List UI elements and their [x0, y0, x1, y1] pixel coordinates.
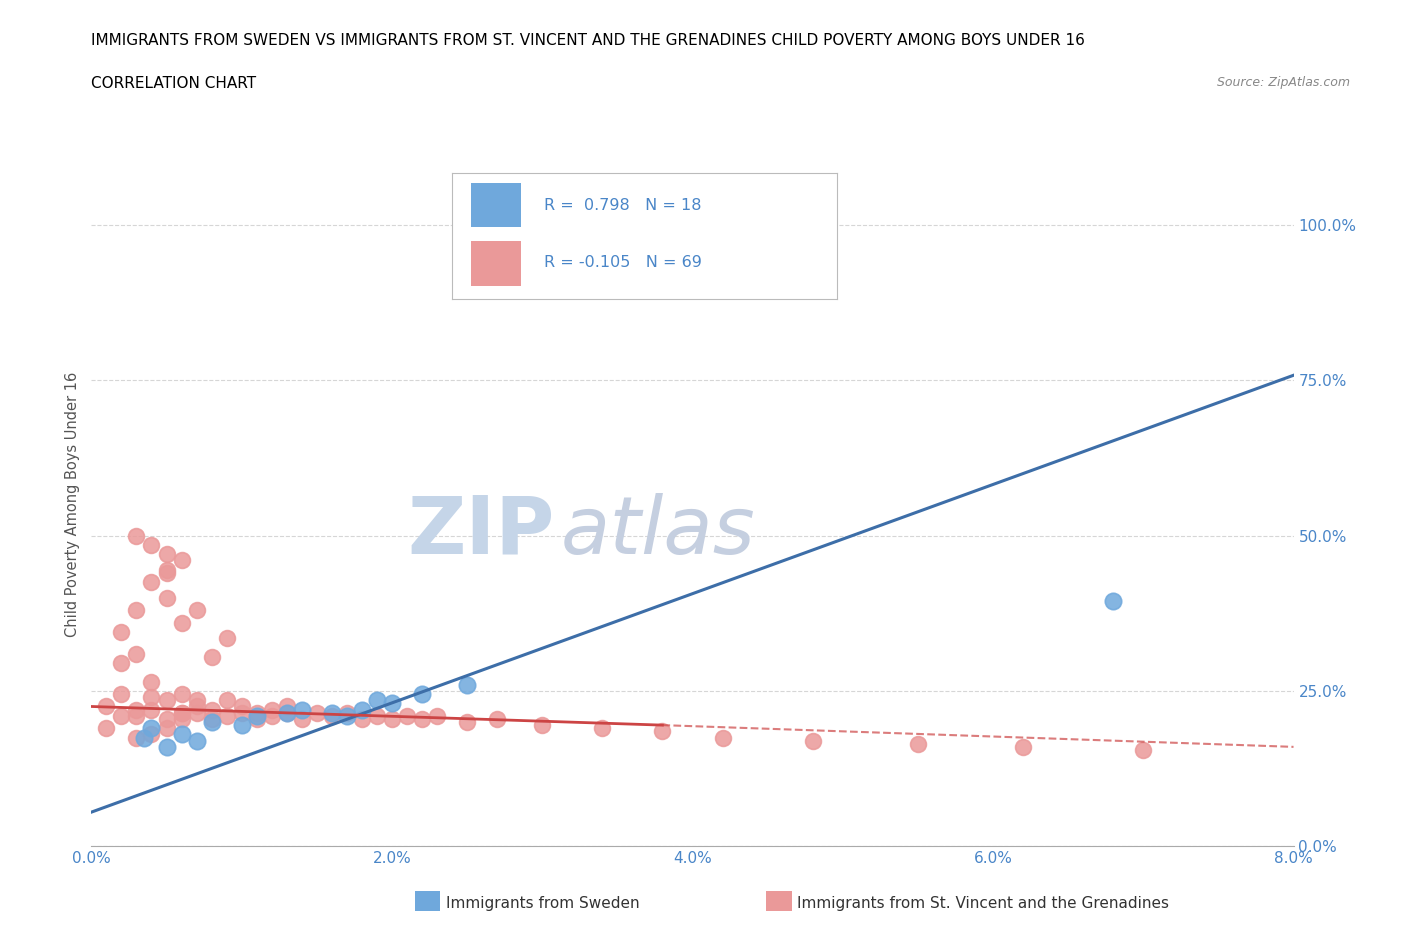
Point [141, 727, 163, 742]
Point [215, 709, 238, 724]
Point [155, 563, 177, 578]
Point [231, 718, 253, 733]
Point [411, 711, 433, 726]
Point [201, 649, 224, 664]
Point [125, 528, 148, 543]
Text: Source: ZipAtlas.com: Source: ZipAtlas.com [1216, 76, 1350, 89]
Point [141, 575, 163, 590]
Point [186, 733, 208, 748]
Point [155, 721, 177, 736]
Point [591, 721, 613, 736]
Point [291, 702, 314, 717]
Point [170, 686, 193, 701]
Point [96, 699, 118, 714]
Point [1132, 742, 1154, 757]
Point [366, 693, 388, 708]
Point [141, 674, 163, 689]
Point [201, 711, 224, 726]
Point [186, 693, 208, 708]
Text: IMMIGRANTS FROM SWEDEN VS IMMIGRANTS FROM ST. VINCENT AND THE GRENADINES CHILD P: IMMIGRANTS FROM SWEDEN VS IMMIGRANTS FRO… [91, 33, 1085, 47]
Point [155, 693, 177, 708]
Point [350, 711, 373, 726]
Point [231, 705, 253, 720]
Point [155, 565, 177, 580]
Point [125, 730, 148, 745]
Point [186, 705, 208, 720]
Point [125, 646, 148, 661]
Point [411, 686, 433, 701]
Point [381, 696, 404, 711]
Point [170, 727, 193, 742]
Text: Immigrants from Sweden: Immigrants from Sweden [446, 896, 640, 910]
Point [1012, 739, 1035, 754]
Point [201, 714, 224, 729]
Point [125, 709, 148, 724]
Point [246, 705, 269, 720]
Point [201, 702, 224, 717]
Point [155, 739, 177, 754]
Point [276, 699, 298, 714]
Point [170, 705, 193, 720]
Point [186, 699, 208, 714]
Point [651, 724, 673, 738]
Point [215, 631, 238, 645]
Point [186, 603, 208, 618]
Y-axis label: Child Poverty Among Boys Under 16: Child Poverty Among Boys Under 16 [65, 372, 80, 637]
Point [366, 709, 388, 724]
Point [155, 711, 177, 726]
Point [276, 705, 298, 720]
Text: Immigrants from St. Vincent and the Grenadines: Immigrants from St. Vincent and the Gren… [797, 896, 1170, 910]
Point [907, 737, 929, 751]
Point [456, 714, 478, 729]
Point [141, 538, 163, 552]
Point [132, 730, 155, 745]
Point [110, 709, 132, 724]
Point [110, 686, 132, 701]
Point [321, 705, 343, 720]
Point [486, 711, 509, 726]
Point [125, 702, 148, 717]
Point [426, 709, 449, 724]
Point [246, 709, 269, 724]
Point [155, 547, 177, 562]
Text: ZIP: ZIP [406, 493, 554, 571]
Point [321, 709, 343, 724]
Point [305, 705, 328, 720]
Point [801, 733, 824, 748]
Point [141, 702, 163, 717]
Point [125, 603, 148, 618]
Point [141, 690, 163, 705]
Point [381, 711, 404, 726]
Point [350, 702, 373, 717]
Point [141, 721, 163, 736]
Point [711, 730, 734, 745]
Point [456, 677, 478, 692]
Point [110, 656, 132, 671]
Point [170, 711, 193, 726]
Point [155, 591, 177, 605]
Point [215, 693, 238, 708]
Point [231, 699, 253, 714]
Text: atlas: atlas [560, 493, 755, 571]
Point [260, 702, 283, 717]
Point [110, 624, 132, 639]
Point [1102, 593, 1125, 608]
Point [531, 718, 554, 733]
Point [276, 705, 298, 720]
Point [395, 709, 418, 724]
Point [170, 705, 193, 720]
Point [260, 709, 283, 724]
Point [96, 721, 118, 736]
Point [291, 711, 314, 726]
Point [246, 711, 269, 726]
Point [336, 705, 359, 720]
Text: CORRELATION CHART: CORRELATION CHART [91, 76, 256, 91]
Point [170, 615, 193, 630]
Point [170, 553, 193, 568]
Point [336, 709, 359, 724]
